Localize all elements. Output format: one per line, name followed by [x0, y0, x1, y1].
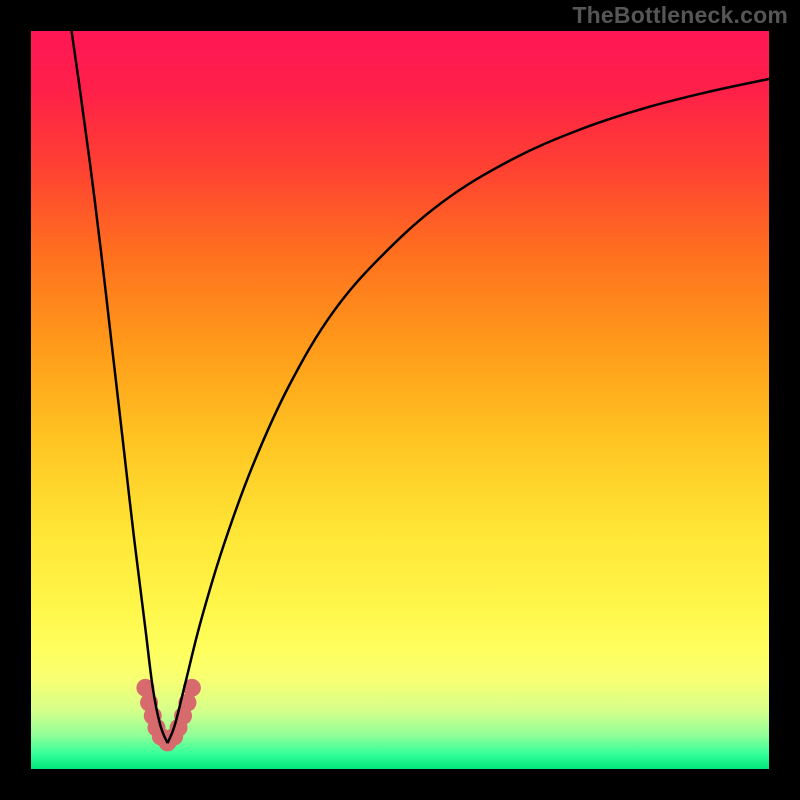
watermark-text: TheBottleneck.com: [572, 2, 788, 29]
bottleneck-chart-svg: [31, 31, 769, 769]
gradient-background: [31, 31, 769, 769]
plot-area: [31, 31, 769, 769]
